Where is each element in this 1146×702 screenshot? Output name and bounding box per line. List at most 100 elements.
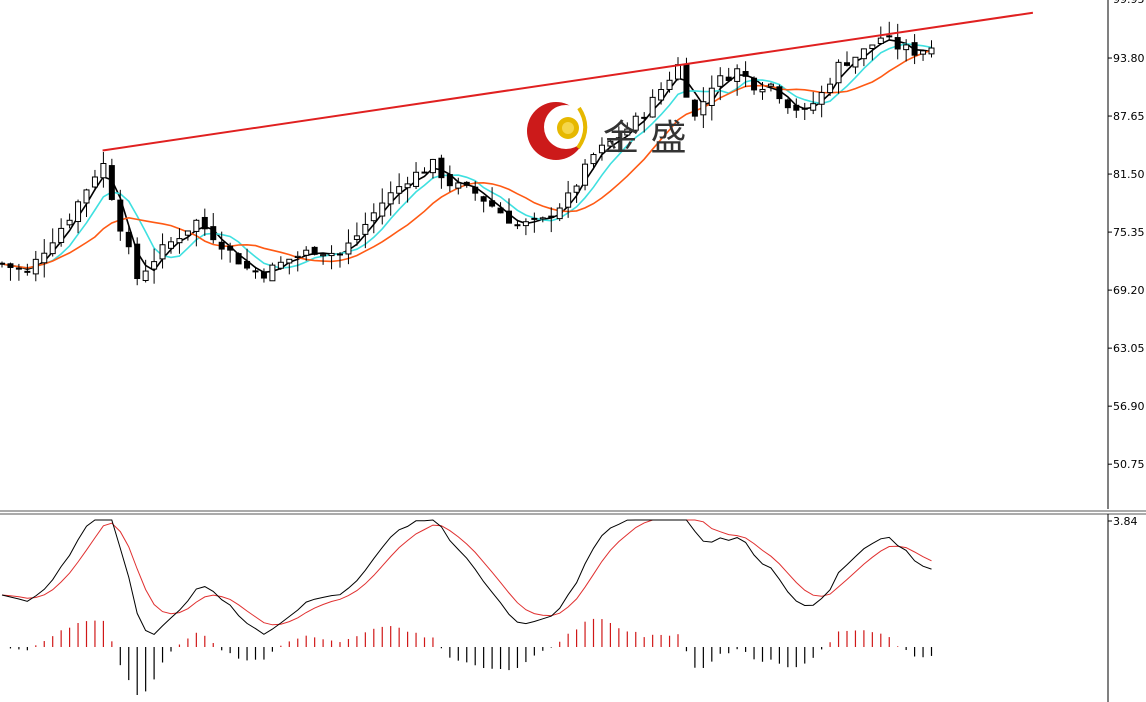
candle-body-up [531, 217, 538, 220]
candle-body-down [725, 76, 732, 81]
candle [446, 165, 453, 192]
candle-body-down [844, 62, 850, 66]
candle [632, 112, 639, 134]
candle-body-down [894, 37, 901, 50]
candle [176, 228, 183, 254]
candle [582, 159, 589, 191]
candle-body-up [404, 183, 411, 189]
candle-body-up [767, 83, 774, 87]
candle [455, 177, 462, 195]
candle [784, 98, 791, 114]
candle [860, 48, 867, 67]
candle-body-up [573, 185, 580, 193]
candle-body-up [818, 92, 825, 105]
candle [539, 216, 546, 223]
price-tick-label: 93.80 [1113, 52, 1145, 65]
candle-body-down [472, 186, 479, 194]
candle-body-up [320, 254, 327, 257]
candle [421, 167, 428, 174]
candle-body-down [742, 71, 749, 77]
candle [725, 67, 732, 82]
candle-body-up [658, 89, 665, 101]
candle [286, 258, 293, 275]
candle [244, 248, 251, 271]
candle [514, 219, 521, 230]
candle [590, 152, 597, 170]
candle [379, 188, 386, 225]
candle [210, 213, 217, 244]
candle [396, 173, 403, 205]
candle [489, 187, 496, 208]
candle [818, 85, 825, 118]
candle [793, 98, 800, 118]
candle-body-down [0, 262, 5, 265]
candle-body-up [379, 202, 386, 217]
candle [641, 112, 648, 133]
candle-body-down [210, 226, 217, 241]
candle [117, 189, 124, 241]
candle-body-up [666, 79, 673, 90]
candle [751, 76, 758, 95]
candle [252, 266, 259, 279]
candle [759, 81, 766, 100]
candle [708, 75, 715, 121]
price-tick-label: 56.90 [1113, 400, 1145, 413]
candle-body-up [860, 48, 867, 60]
candle-body-up [24, 270, 31, 273]
candle-body-up [100, 163, 107, 179]
macd-axis-ticks: 3.84 [1108, 515, 1138, 528]
candle [658, 82, 665, 105]
candle-body-down [117, 199, 124, 232]
candle [142, 259, 149, 283]
candle-body-up [649, 96, 656, 118]
candle-body-up [353, 235, 360, 240]
candle [844, 51, 850, 67]
candle-body-up [810, 103, 817, 111]
candle-body-up [58, 227, 65, 243]
candle-body-down [751, 77, 758, 91]
candle [108, 158, 115, 201]
candle [260, 268, 267, 283]
candle-body-up [522, 221, 529, 227]
candle [66, 213, 73, 229]
candle-body-up [32, 258, 39, 275]
candle-body-up [801, 107, 808, 110]
candle-body-up [590, 154, 597, 165]
candlestick-series [0, 21, 935, 286]
candle-body-down [125, 231, 132, 248]
macd-line [1, 519, 932, 636]
candle [201, 208, 208, 236]
candle [911, 34, 918, 65]
candle [58, 218, 65, 247]
candle-body-up [345, 242, 352, 255]
candle-body-down [463, 181, 470, 186]
candle [345, 229, 352, 265]
candle-body-up [151, 261, 158, 270]
candle [218, 231, 225, 260]
candle-body-up [869, 44, 876, 49]
candle [920, 49, 927, 61]
candle [328, 245, 335, 270]
candle [801, 102, 808, 121]
candle [480, 195, 487, 213]
candle-body-up [675, 64, 681, 80]
price-tick-label-top: 99.95 [1113, 0, 1145, 6]
candle [928, 40, 935, 58]
candle-body-up [598, 144, 605, 154]
candle [429, 158, 436, 179]
candle [607, 140, 614, 149]
candle-body-up [632, 115, 639, 131]
candle-body-down [421, 171, 428, 174]
candle [83, 188, 90, 217]
price-tick-label: 50.75 [1113, 458, 1145, 471]
resistance-trendline [102, 11, 1034, 152]
candle-body-up [193, 219, 200, 232]
candle [49, 228, 56, 257]
candle [548, 207, 555, 233]
candle [159, 233, 166, 269]
candle [362, 212, 369, 249]
candle-body-up [75, 201, 82, 223]
candle [573, 184, 580, 203]
candle [24, 263, 31, 276]
candle-body-up [387, 192, 394, 205]
